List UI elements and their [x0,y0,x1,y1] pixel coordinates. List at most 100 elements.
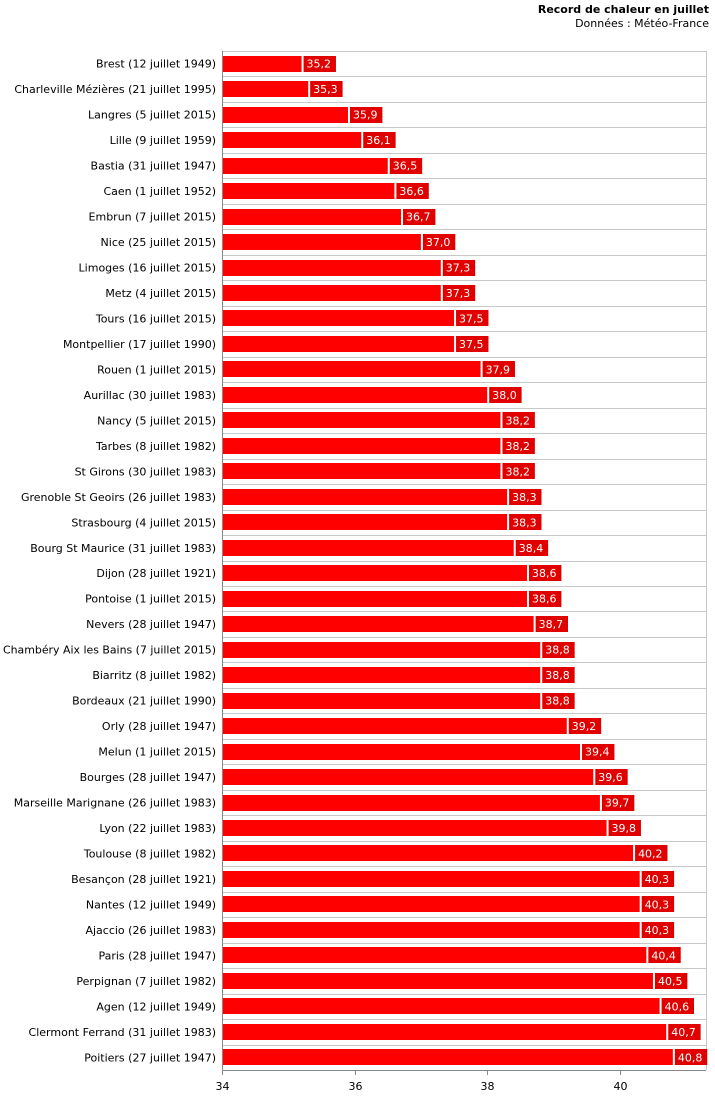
value-label-box [310,81,343,97]
bar [223,744,581,760]
category-label: Nevers (28 juillet 1947) [86,618,216,631]
bar [223,489,508,505]
value-label-box [515,540,549,556]
category-label: Nice (25 juillet 2015) [101,236,216,249]
value-label-box [601,795,635,811]
value-label: 38,0 [492,389,516,402]
value-label: 38,2 [505,414,530,427]
bar [223,107,348,123]
bar [223,820,607,836]
bar [223,336,455,352]
category-label: St Girons (30 juillet 1983) [75,465,216,478]
value-label: 37,3 [446,287,471,300]
x-tick-label: 36 [349,1080,363,1093]
value-label-box [542,642,575,658]
bar [223,718,567,734]
value-label: 40,6 [665,1000,690,1013]
bar [223,769,594,785]
bar [223,845,634,861]
value-label-box [502,463,535,479]
category-label: Biarritz (8 juillet 1982) [92,669,216,682]
value-label: 38,2 [505,465,530,478]
category-label: Orly (28 juillet 1947) [102,720,216,733]
value-label-box [502,438,535,454]
category-label: Bourg St Maurice (31 juillet 1983) [30,542,216,555]
bar [223,565,527,581]
value-label: 40,2 [638,847,663,860]
x-tick-label: 38 [481,1080,495,1093]
category-label: Metz (4 juillet 2015) [105,287,216,300]
bar [223,285,441,301]
bar [223,871,640,887]
bars: 35,2 35,3 35,9 36,136,5 36,6 36,7 37,0 37,3 37,3… [223,56,708,1065]
category-label: Besançon (28 juillet 1921) [71,873,216,886]
value-label: 37,5 [459,312,484,325]
value-label-box [641,922,675,938]
value-label: 39,6 [598,771,623,784]
bar [223,463,501,479]
value-label-box [528,565,562,581]
value-label-box [456,336,489,352]
value-label-box [668,1024,701,1040]
category-label: Aurillac (30 juillet 1983) [84,389,216,402]
category-label: Langres (5 juillet 2015) [88,109,216,122]
bar [223,361,481,377]
value-label-box [363,132,396,148]
value-label-box [542,667,575,683]
category-label: Tours (16 juillet 2015) [95,312,216,325]
value-label: 36,6 [399,185,424,198]
value-label: 40,7 [671,1026,696,1039]
bar [223,209,402,225]
bar [223,947,647,963]
value-label-box [635,845,668,861]
bar [223,667,541,683]
value-label-box [648,947,681,963]
bar [223,260,441,276]
bar [223,998,660,1014]
value-label: 37,0 [426,236,451,249]
chart-subtitle: Données : Météo-France [575,17,709,30]
value-label: 38,6 [532,567,557,580]
chart-title: Record de chaleur en juillet [537,3,709,16]
category-label: Nancy (5 juillet 2015) [97,414,216,427]
value-label-box [456,310,489,326]
value-label: 35,3 [313,83,338,96]
category-label: Toulouse (8 juillet 1982) [83,847,216,860]
value-label: 38,3 [512,491,537,504]
value-label: 38,7 [539,618,564,631]
category-label: Paris (28 juillet 1947) [98,949,216,962]
bar [223,616,534,632]
bar [223,438,501,454]
bar [223,387,488,403]
value-label-box [303,56,336,72]
value-label: 39,8 [612,822,637,835]
category-label: Rouen (1 juillet 2015) [97,363,216,376]
bar [223,795,600,811]
bar [223,81,309,97]
bar [223,132,362,148]
value-label-box [509,514,542,530]
value-label-box [396,183,429,199]
value-label-box [674,1049,708,1065]
value-label-box [528,591,562,607]
value-label: 39,4 [585,746,610,759]
bar [223,896,640,912]
value-label: 35,2 [307,58,332,71]
category-label: Lyon (22 juillet 1983) [99,822,216,835]
value-label: 39,2 [572,720,597,733]
category-label: Agen (12 juillet 1949) [96,1000,216,1013]
x-tick-label: 40 [614,1080,628,1093]
category-label: Clermont Ferrand (31 juillet 1983) [29,1026,216,1039]
value-label: 38,4 [519,542,544,555]
category-label: Montpellier (17 juillet 1990) [63,338,216,351]
value-label: 37,5 [459,338,484,351]
bar [223,158,388,174]
value-label-box [509,489,542,505]
category-label: Caen (1 juillet 1952) [103,185,216,198]
value-label-box [608,820,641,836]
value-label: 40,3 [645,924,670,937]
value-label-box [641,896,675,912]
category-label: Lille (9 juillet 1959) [110,134,216,147]
category-label: Strasbourg (4 juillet 2015) [71,516,216,529]
